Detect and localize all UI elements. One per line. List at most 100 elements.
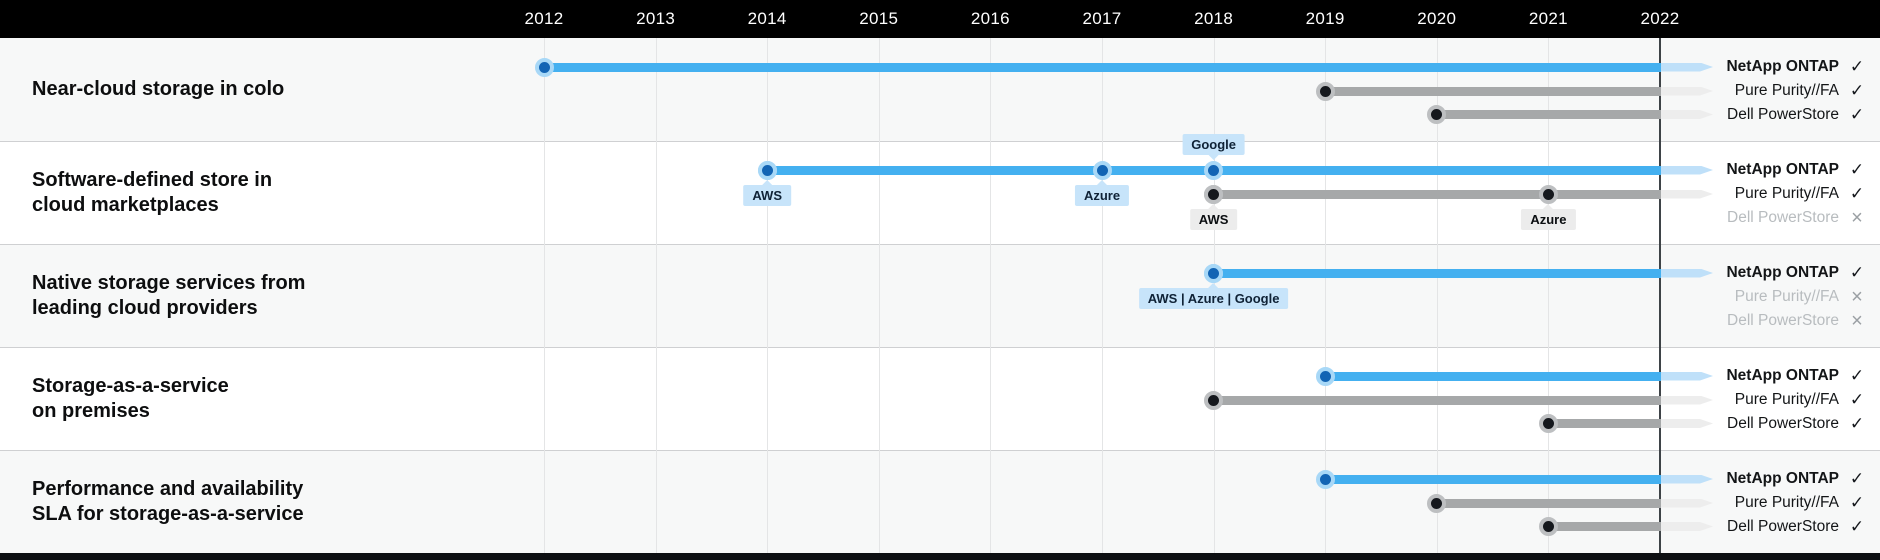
product-bar-faded-tail (1661, 63, 1713, 72)
product-label: Pure Purity//FA × (1735, 287, 1866, 307)
bar-start-dot (1315, 366, 1335, 386)
bar-start-dot (1427, 493, 1447, 513)
product-label: Dell PowerStore ✓ (1727, 105, 1866, 125)
marker-dot (1538, 184, 1558, 204)
bar-start-dot (1538, 414, 1558, 433)
marker-badge: AWS | Azure | Google (1138, 283, 1289, 309)
product-bar-faded-tail (1661, 190, 1713, 199)
cross-icon: × (1851, 286, 1863, 308)
product-name: Pure Purity//FA (1734, 82, 1839, 99)
product-bar-faded-tail (1661, 475, 1713, 484)
product-bar (1213, 268, 1661, 278)
product-name: NetApp ONTAP (1726, 367, 1839, 384)
product-bar (1213, 395, 1661, 405)
year-label: 2015 (859, 9, 899, 28)
product-bar-faded-tail (1661, 522, 1713, 531)
marker-badge: Azure (1074, 180, 1130, 206)
row-title: Software-defined store in cloud marketpla… (0, 141, 492, 244)
bar-start-dot (1315, 469, 1335, 489)
check-icon: ✓ (1849, 390, 1865, 409)
product-bar-faded-tail (1661, 499, 1713, 508)
year-gridline (1548, 38, 1550, 553)
year-label: 2012 (524, 9, 564, 28)
year-gridline (1325, 38, 1327, 553)
row-title-line: Software-defined store in (32, 168, 273, 191)
product-bar-faded-tail (1661, 372, 1713, 381)
year-gridline (1102, 38, 1103, 553)
product-bar-faded-tail (1661, 419, 1713, 428)
marker-badge: AWS (1189, 204, 1238, 230)
product-label: Dell PowerStore ✓ (1727, 414, 1866, 434)
product-label: NetApp ONTAP ✓ (1726, 366, 1866, 386)
bottom-bar (0, 553, 1880, 560)
bar-start-dot (1427, 105, 1447, 124)
product-label: NetApp ONTAP ✓ (1726, 263, 1866, 283)
product-name: Pure Purity//FA (1734, 391, 1839, 408)
product-name: Dell PowerStore (1727, 105, 1839, 123)
row-title-line: Native storage services from (32, 271, 306, 294)
year-label: 2020 (1417, 9, 1457, 28)
year-gridline (544, 38, 545, 553)
marker-badge: AWS (743, 180, 791, 206)
check-icon: ✓ (1849, 104, 1865, 124)
check-icon: ✓ (1849, 57, 1865, 76)
product-bar (1325, 86, 1661, 96)
row-title-line: leading cloud providers (32, 296, 258, 319)
product-name: NetApp ONTAP (1726, 264, 1839, 281)
product-label: Dell PowerStore × (1727, 208, 1866, 228)
product-label: Dell PowerStore × (1727, 311, 1866, 331)
product-name: NetApp ONTAP (1726, 58, 1839, 75)
marker-dot (1204, 160, 1224, 180)
product-bar (1325, 371, 1661, 381)
check-icon: ✓ (1849, 81, 1865, 100)
year-label: 2014 (747, 9, 787, 28)
row-title: Native storage services from leading clou… (0, 244, 492, 347)
product-label: NetApp ONTAP ✓ (1726, 469, 1866, 489)
year-label: 2018 (1194, 9, 1234, 28)
product-name: NetApp ONTAP (1726, 161, 1839, 178)
row-divider (0, 141, 1880, 142)
year-label: 2013 (636, 9, 676, 28)
cross-icon: × (1851, 206, 1863, 229)
year-gridline (767, 38, 769, 553)
product-name: Dell PowerStore (1727, 311, 1839, 329)
row-background (0, 244, 1880, 347)
year-gridline (1436, 38, 1438, 553)
product-bar-faded-tail (1661, 166, 1713, 175)
product-bar (1548, 522, 1661, 531)
check-icon: ✓ (1849, 413, 1865, 433)
product-name: Pure Purity//FA (1734, 288, 1839, 305)
check-icon: ✓ (1849, 184, 1865, 203)
marker-dot (757, 160, 777, 180)
marker-dot (1092, 160, 1112, 180)
product-name: Dell PowerStore (1727, 517, 1839, 535)
bar-start-dot (1538, 517, 1558, 536)
product-bar (1548, 419, 1661, 428)
check-icon: ✓ (1849, 263, 1865, 282)
product-bar (1325, 474, 1661, 484)
row-title-line: Near-cloud storage in colo (32, 78, 285, 100)
cross-icon: × (1851, 309, 1863, 332)
row-title-line: Storage-as-a-service (32, 374, 229, 397)
product-bar-faded-tail (1661, 396, 1713, 405)
year-label: 2019 (1305, 9, 1345, 28)
bar-start-dot (1315, 81, 1335, 101)
row-divider (0, 450, 1880, 451)
marker-badge: Azure (1521, 204, 1576, 230)
timeline-year-header: 2012 2013 2014 2015 2016 2017 2018 2019 2020 2021… (0, 0, 1880, 38)
check-icon: ✓ (1849, 469, 1865, 488)
row-title: Near-cloud storage in colo (0, 38, 492, 141)
marker-dot (1204, 263, 1224, 283)
product-label: NetApp ONTAP ✓ (1726, 57, 1866, 77)
year-gridline (878, 38, 880, 553)
check-icon: ✓ (1849, 366, 1865, 385)
check-icon: ✓ (1849, 160, 1865, 179)
year-label: 2017 (1082, 9, 1122, 28)
current-year-line (1659, 38, 1661, 553)
row-title-line: on premises (32, 399, 150, 422)
product-label: Pure Purity//FA ✓ (1735, 493, 1866, 513)
row-title: Performance and availability SLA for stor… (0, 450, 492, 553)
row-title-line: Performance and availability (32, 477, 304, 500)
year-gridline (990, 38, 992, 553)
product-bar (1436, 498, 1661, 508)
